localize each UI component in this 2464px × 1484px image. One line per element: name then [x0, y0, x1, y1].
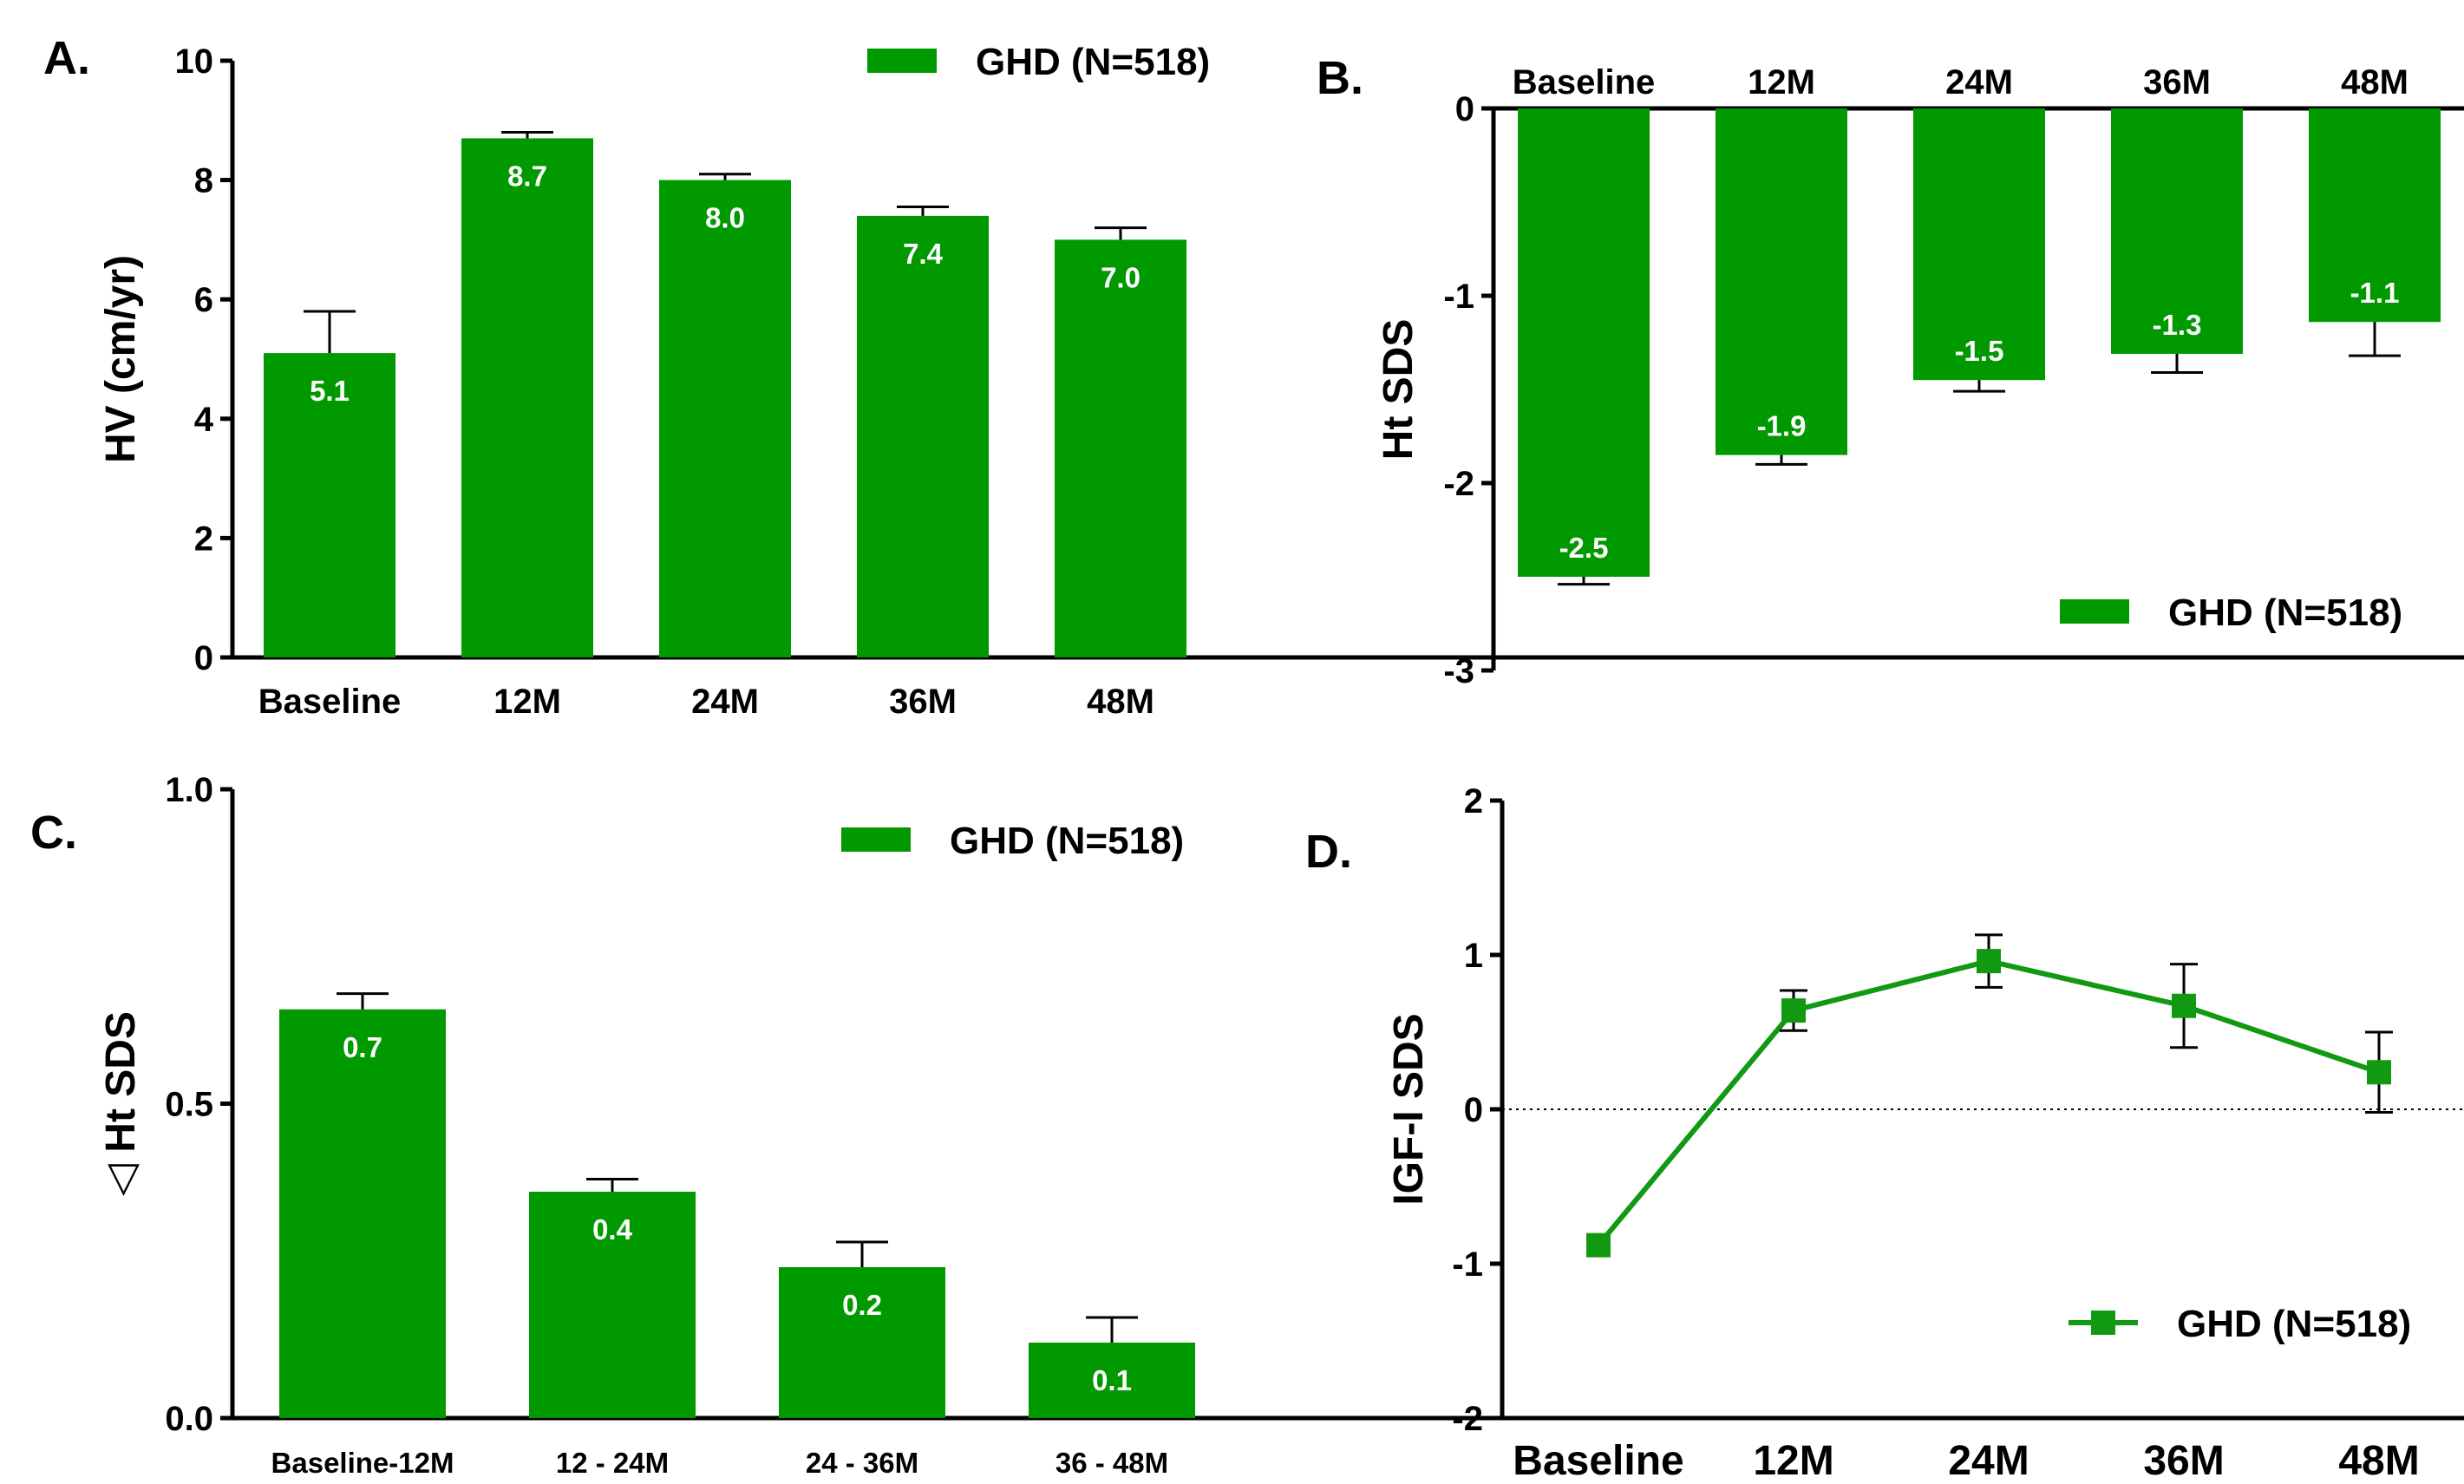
B-x-tick-label: Baseline — [1513, 63, 1656, 101]
D-point — [2367, 1060, 2391, 1085]
C-legend-label: GHD (N=518) — [950, 820, 1184, 862]
C-data-label: 0.4 — [592, 1213, 633, 1245]
A-y-tick-label: 2 — [194, 520, 213, 558]
A-bar — [1055, 239, 1186, 657]
A-y-tick-label: 8 — [194, 162, 213, 200]
A-data-label: 7.4 — [903, 238, 944, 270]
A-x-tick-label: 24M — [691, 683, 759, 721]
A-legend-swatch — [867, 49, 937, 73]
D-y-axis-title: IGF-I SDS — [1386, 1013, 1432, 1205]
B-legend-label: GHD (N=518) — [2168, 592, 2402, 634]
A-bar — [264, 353, 395, 657]
panel-a-letter: A. — [43, 32, 90, 84]
B-y-tick-label: -3 — [1443, 652, 1474, 690]
A-y-axis-title: HV (cm/yr) — [98, 255, 144, 463]
B-legend-swatch — [2060, 599, 2129, 624]
C-legend-swatch — [841, 827, 911, 852]
B-y-axis-title: Ht SDS — [1376, 319, 1422, 461]
panel-d-chart: -2 -1 0 1 2 IGF-I SDS Baseline 12M 24M 36M 48M GHD … — [1386, 782, 2464, 1484]
D-point — [1586, 1232, 1611, 1258]
C-x-tick-label: Baseline-12M — [271, 1447, 454, 1479]
D-y-tick-label: -1 — [1452, 1245, 1483, 1284]
B-data-label: -1.3 — [2153, 309, 2202, 341]
D-point — [1977, 949, 2001, 974]
panel-b-chart: -3 -2 -1 0 Ht SDS -2.5 Baseline -1.9 12M -1.5 24M -… — [1376, 63, 2464, 690]
D-y-tick-label: -2 — [1452, 1400, 1483, 1438]
D-legend-marker — [2091, 1311, 2115, 1335]
B-data-label: -1.5 — [1955, 335, 2004, 367]
D-point — [1781, 998, 1806, 1023]
D-x-tick-label: 12M — [1753, 1438, 1833, 1484]
B-data-label: -1.1 — [2350, 277, 2400, 309]
A-data-label: 8.0 — [705, 202, 745, 234]
B-x-tick-label: 24M — [1945, 63, 2013, 101]
A-bar — [659, 180, 791, 658]
A-x-tick-label: 12M — [493, 683, 561, 721]
B-y-tick-label: -1 — [1443, 278, 1474, 316]
panel-c-letter: C. — [30, 807, 77, 859]
A-x-tick-label: 36M — [889, 683, 957, 721]
A-y-tick-label: 6 — [194, 281, 213, 319]
C-data-label: 0.1 — [1092, 1364, 1132, 1396]
B-y-tick-label: -2 — [1443, 465, 1474, 503]
B-bar — [2111, 108, 2243, 354]
D-y-tick-label: 0 — [1464, 1091, 1483, 1129]
C-bar — [1029, 1343, 1195, 1418]
B-bar — [1913, 108, 2045, 381]
A-legend-label: GHD (N=518) — [976, 41, 1210, 83]
panel-b-letter: B. — [1317, 52, 1363, 104]
D-y-tick-label: 1 — [1464, 937, 1483, 975]
C-y-tick-label: 0.5 — [165, 1086, 213, 1124]
C-x-tick-label: 12 - 24M — [556, 1447, 669, 1479]
A-x-tick-label: Baseline — [258, 683, 402, 721]
A-bar — [857, 215, 989, 657]
D-legend-label: GHD (N=518) — [2177, 1303, 2411, 1345]
A-x-tick-label: 48M — [1087, 683, 1154, 721]
D-point — [2172, 993, 2196, 1018]
D-y-tick-label: 2 — [1464, 782, 1483, 820]
A-data-label: 5.1 — [310, 375, 350, 407]
A-y-tick-label: 10 — [175, 42, 214, 81]
B-bar — [2309, 108, 2441, 323]
A-bar — [461, 138, 593, 657]
B-x-tick-label: 48M — [2341, 63, 2408, 101]
D-x-tick-label: 24M — [1948, 1438, 2029, 1484]
panel-c-chart: 0.0 0.5 1.0 ◁ Ht SDS 0.7 Baseline-12M 0.4 12 - … — [98, 771, 2464, 1479]
B-x-tick-label: 12M — [1748, 63, 1815, 101]
C-x-tick-label: 24 - 36M — [806, 1447, 918, 1479]
C-bar — [779, 1267, 945, 1418]
C-x-tick-label: 36 - 48M — [1056, 1447, 1168, 1479]
C-data-label: 0.2 — [842, 1289, 882, 1321]
B-data-label: -1.9 — [1757, 410, 1807, 442]
C-y-tick-label: 1.0 — [165, 771, 213, 809]
B-bar — [1518, 108, 1650, 577]
A-data-label: 8.7 — [507, 160, 547, 192]
B-x-tick-label: 36M — [2143, 63, 2211, 101]
D-x-tick-label: 36M — [2143, 1438, 2224, 1484]
B-bar — [1716, 108, 1847, 455]
C-data-label: 0.7 — [343, 1031, 382, 1063]
B-y-tick-label: 0 — [1455, 90, 1474, 128]
C-y-tick-label: 0.0 — [165, 1400, 213, 1438]
C-bar — [279, 1009, 446, 1418]
D-series-line — [1596, 958, 2380, 1247]
panel-d-letter: D. — [1305, 826, 1352, 878]
A-y-tick-label: 4 — [194, 401, 214, 439]
A-y-tick-label: 0 — [194, 639, 213, 677]
A-data-label: 7.0 — [1101, 261, 1140, 293]
C-y-axis-title: ◁ Ht SDS — [98, 1011, 144, 1196]
D-x-tick-label: Baseline — [1513, 1438, 1683, 1484]
panel-a-chart: 0 2 4 6 8 10 HV (cm/yr) 5.1 Baseline 8.7 12M 8.0 24M… — [98, 41, 2464, 721]
B-data-label: -2.5 — [1559, 532, 1609, 564]
D-x-tick-label: 48M — [2338, 1438, 2419, 1484]
C-bar — [529, 1192, 696, 1418]
